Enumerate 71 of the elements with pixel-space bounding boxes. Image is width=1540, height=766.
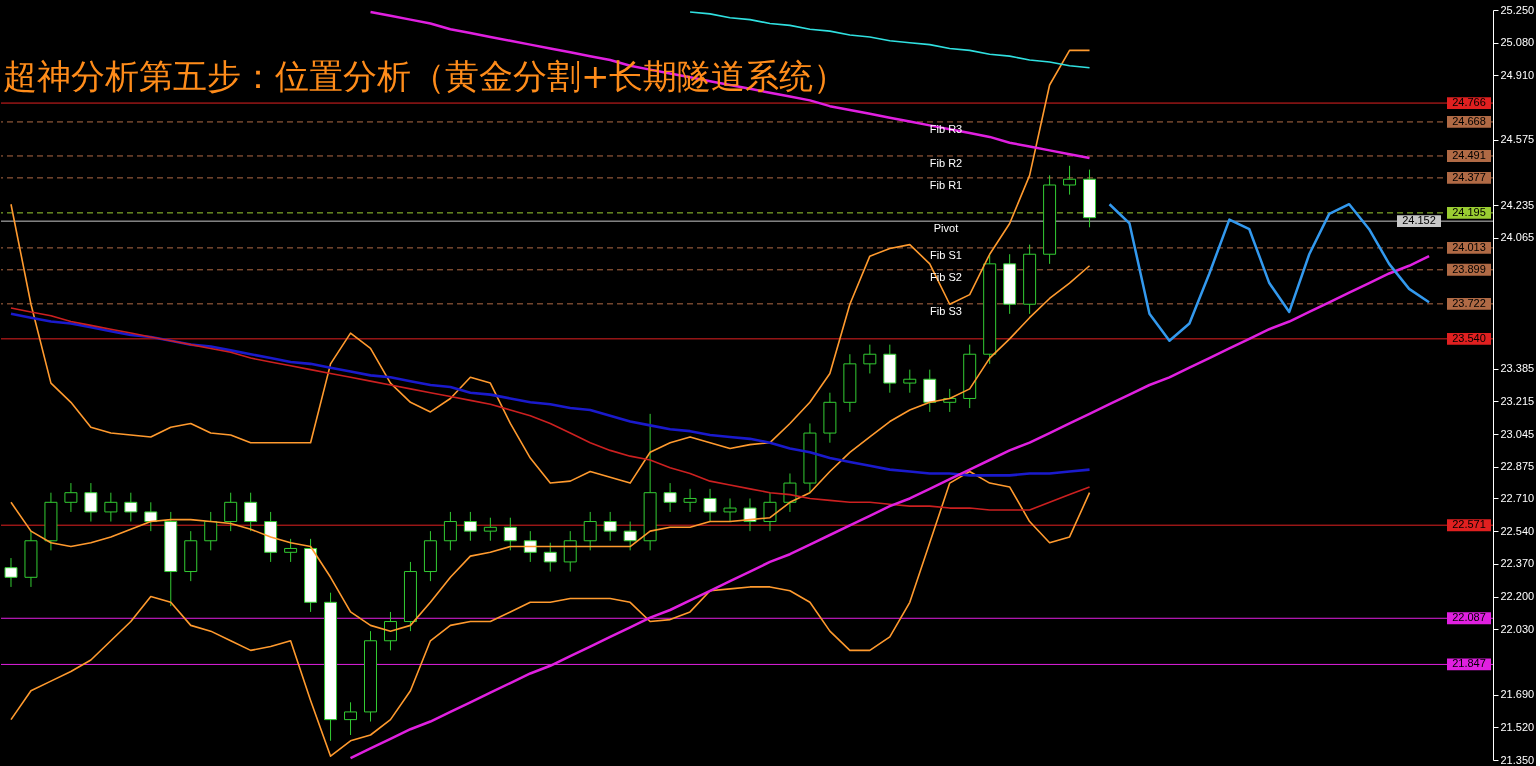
candlestick xyxy=(903,369,917,394)
candlestick xyxy=(623,521,637,551)
ref-line-label: 24.766 xyxy=(1452,96,1486,109)
candlestick xyxy=(344,701,358,736)
annotation: Fib S1 xyxy=(930,248,962,261)
candlestick xyxy=(104,492,118,523)
line-series xyxy=(10,307,1091,511)
candlestick xyxy=(1063,165,1077,196)
candlestick xyxy=(923,369,937,413)
candlestick xyxy=(723,497,737,523)
candlestick xyxy=(763,492,777,532)
candlestick xyxy=(463,511,477,542)
candlestick xyxy=(443,511,457,551)
y-tick-label: 21.520 xyxy=(1500,720,1535,733)
y-tick-label: 21.690 xyxy=(1500,688,1535,701)
y-tick-label: 23.385 xyxy=(1500,362,1535,375)
annotation: Pivot xyxy=(933,222,959,235)
candlestick xyxy=(84,482,98,523)
ref-line-label: 24.377 xyxy=(1452,170,1486,183)
candlestick xyxy=(124,492,138,523)
candlestick xyxy=(703,488,717,523)
candlestick xyxy=(224,492,238,532)
ref-line-label: 23.722 xyxy=(1452,296,1486,309)
ref-line-label: 24.491 xyxy=(1452,148,1486,161)
ref-line-label: 22.571 xyxy=(1452,518,1486,531)
annotation: Fib S3 xyxy=(930,304,962,317)
y-tick-label: 25.250 xyxy=(1500,3,1535,16)
y-tick-label: 24.575 xyxy=(1500,133,1535,146)
candlestick xyxy=(64,482,78,513)
candlestick xyxy=(743,497,757,532)
y-tick-label: 23.045 xyxy=(1500,427,1535,440)
y-tick-label: 21.350 xyxy=(1500,753,1535,766)
y-tick-label: 22.200 xyxy=(1500,590,1535,603)
y-tick-label: 22.370 xyxy=(1500,557,1535,570)
annotation: Fib R2 xyxy=(929,156,963,169)
candlestick xyxy=(583,511,597,551)
ref-line-label: 24.668 xyxy=(1452,114,1486,127)
y-tick-label: 24.065 xyxy=(1500,231,1535,244)
line-series xyxy=(10,470,1091,757)
candlestick xyxy=(244,492,258,532)
candlestick xyxy=(4,557,18,588)
candlestick xyxy=(503,517,517,551)
candlestick xyxy=(783,472,797,513)
candlestick xyxy=(863,344,877,374)
candlestick xyxy=(204,511,218,551)
candlestick xyxy=(483,517,497,542)
y-tick-label: 24.910 xyxy=(1500,68,1535,81)
ref-line-label: 24.195 xyxy=(1452,205,1486,218)
ref-line-label: 24.152 xyxy=(1402,214,1436,227)
candlestick xyxy=(683,488,697,513)
candlestick xyxy=(563,530,577,573)
y-tick-label: 22.875 xyxy=(1500,460,1535,473)
y-tick-label: 23.215 xyxy=(1500,394,1535,407)
ref-line-label: 22.087 xyxy=(1452,611,1486,624)
y-tick-label: 25.080 xyxy=(1500,36,1535,49)
candlestick xyxy=(383,611,397,651)
ref-line-label: 24.013 xyxy=(1452,240,1486,253)
candlestick xyxy=(603,511,617,542)
candlestick xyxy=(144,501,158,532)
candlestick xyxy=(543,542,557,573)
y-tick-label: 22.030 xyxy=(1500,622,1535,635)
annotation: Fib R1 xyxy=(929,178,963,191)
y-tick-label: 22.540 xyxy=(1500,524,1535,537)
y-tick-label: 22.710 xyxy=(1500,491,1535,504)
candlestick xyxy=(284,538,298,563)
candlestick xyxy=(523,530,537,563)
candlestick xyxy=(663,482,677,513)
ref-line-label: 23.540 xyxy=(1452,331,1486,344)
ref-line-label: 21.847 xyxy=(1452,657,1486,670)
y-tick-label: 24.235 xyxy=(1500,198,1535,211)
ref-line-label: 23.899 xyxy=(1452,262,1486,275)
